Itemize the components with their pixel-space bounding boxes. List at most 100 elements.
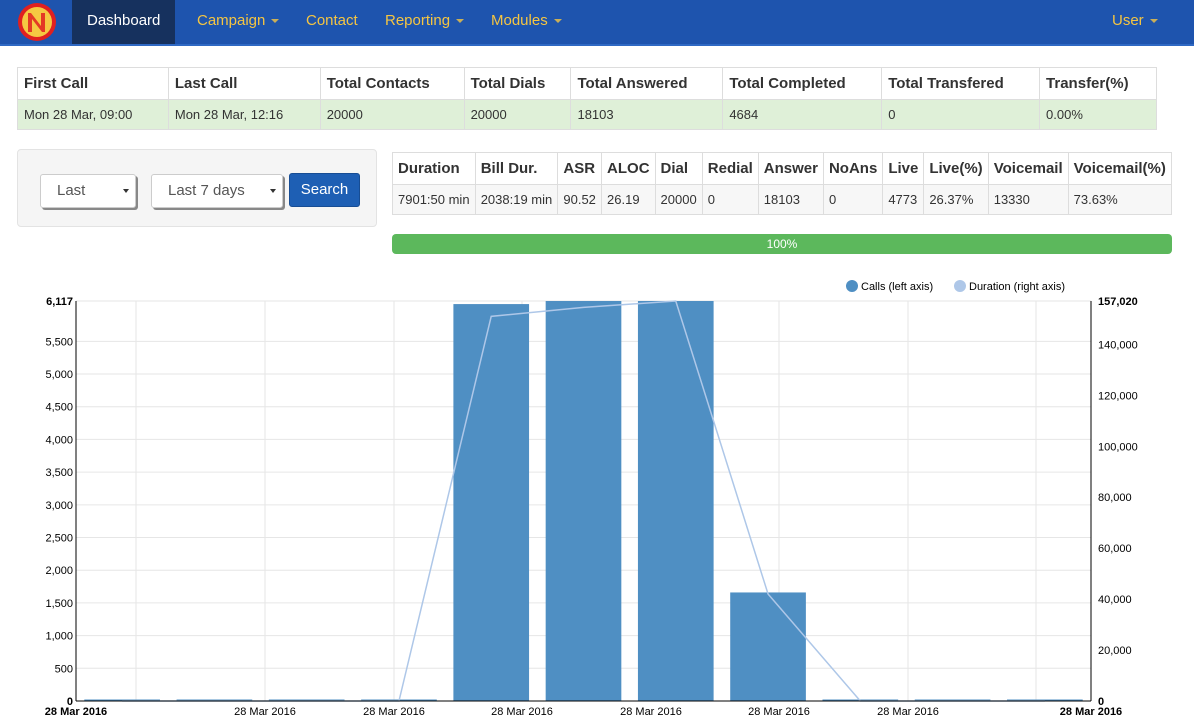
stats-header-cell: Live — [882, 152, 925, 185]
legend-label-calls: Calls (left axis) — [861, 281, 933, 293]
stats-header-cell: Bill Dur. — [474, 152, 559, 185]
tick-label-left: 1,500 — [45, 598, 73, 610]
chevron-down-icon — [271, 19, 280, 24]
summary-header-cell: Total Answered — [570, 67, 724, 100]
user-menu-label: User — [1112, 12, 1144, 29]
tick-label-right: 120,000 — [1098, 390, 1138, 402]
tick-label-x: 28 Mar 2016 — [620, 706, 682, 718]
nav-item-contact[interactable]: Contact — [291, 0, 373, 44]
chevron-down-icon — [553, 19, 562, 24]
summary-data-row: Mon 28 Mar, 09:00 Mon 28 Mar, 12:16 20000 2… — [17, 99, 1157, 130]
stats-header-cell: Voicemail(%) — [1067, 152, 1173, 185]
summary-header-row: First Call Last Call Total Contacts Total D… — [17, 67, 1157, 100]
stats-header-row: Duration Bill Dur. ASR ALOC Dial Redial Answer… — [392, 152, 1173, 185]
tick-label-right: 40,000 — [1098, 594, 1132, 606]
chart-bar — [637, 301, 714, 701]
chevron-down-icon — [1149, 19, 1158, 24]
tick-label-x: 28 Mar 2016 — [363, 706, 425, 718]
tick-label-left: 3,000 — [45, 500, 73, 512]
stats-cell: 20000 — [654, 184, 703, 215]
summary-cell: 20000 — [319, 99, 465, 130]
tick-label-right-zero: 0 — [1098, 696, 1104, 708]
nav-item-label: Dashboard — [87, 12, 161, 29]
tick-label-x: 28 Mar 2016 — [234, 706, 296, 718]
stats-cell: 7901:50 min — [392, 184, 476, 215]
tick-label-right: 20,000 — [1098, 645, 1132, 657]
tick-label-left: 5,500 — [45, 336, 73, 348]
summary-cell: 20000 — [463, 99, 572, 130]
tick-label-left: 500 — [55, 663, 73, 675]
summary-cell: 0.00% — [1039, 99, 1157, 130]
chevron-down-icon — [270, 189, 276, 193]
stats-header-cell: NoAns — [822, 152, 884, 185]
tick-label-left: 4,500 — [45, 402, 73, 414]
tick-label-x: 28 Mar 2016 — [877, 706, 939, 718]
legend-marker-calls — [846, 280, 858, 292]
nav-item-modules[interactable]: Modules — [476, 0, 577, 44]
summary-cell: 4684 — [722, 99, 883, 130]
call-stats-table: Duration Bill Dur. ASR ALOC Dial Redial Answer… — [392, 152, 1173, 215]
stats-header-cell: ALOC — [601, 152, 656, 185]
period-select[interactable]: Last — [40, 174, 136, 208]
chart-bar — [545, 301, 622, 701]
tick-label-right: 60,000 — [1098, 543, 1132, 555]
nav-item-label: Modules — [491, 12, 548, 29]
range-select-value: Last 7 days — [168, 182, 245, 199]
date-filter-panel: Last Last 7 days Search — [17, 149, 377, 227]
tick-label-left: 2,000 — [45, 565, 73, 577]
stats-header-cell: Dial — [654, 152, 703, 185]
legend-label-duration: Duration (right axis) — [969, 281, 1065, 293]
chart-bar — [453, 304, 530, 701]
stats-cell: 26.37% — [923, 184, 989, 215]
progress-bar: 100% — [392, 234, 1172, 254]
tick-label-right: 80,000 — [1098, 492, 1132, 504]
tick-label-left-max: 6,117 — [46, 296, 73, 308]
search-button[interactable]: Search — [289, 173, 360, 207]
summary-header-cell: First Call — [17, 67, 169, 100]
chart-bar — [84, 699, 160, 701]
stats-header-cell: Voicemail — [987, 152, 1069, 185]
tick-label-left: 4,000 — [45, 434, 73, 446]
tick-label-right: 140,000 — [1098, 339, 1138, 351]
summary-header-cell: Total Dials — [463, 67, 572, 100]
stats-header-cell: ASR — [557, 152, 603, 185]
stats-cell: 0 — [822, 184, 884, 215]
range-select[interactable]: Last 7 days — [151, 174, 283, 208]
summary-cell: 0 — [881, 99, 1041, 130]
summary-cell: Mon 28 Mar, 12:16 — [167, 99, 321, 130]
legend-marker-duration — [954, 280, 966, 292]
tick-label-left: 5,000 — [45, 369, 73, 381]
tick-label-x-last: 28 Mar 2016 — [1060, 706, 1122, 718]
stats-cell: 0 — [701, 184, 759, 215]
summary-header-cell: Total Transfered — [881, 67, 1041, 100]
top-navbar: Dashboard Campaign Contact Reporting Modules… — [0, 0, 1194, 46]
tick-label-left-zero: 0 — [67, 696, 73, 708]
period-select-value: Last — [57, 182, 86, 199]
tick-label-x: 28 Mar 2016 — [491, 706, 553, 718]
stats-cell: 2038:19 min — [474, 184, 559, 215]
calls-duration-chart: 500 1,000 1,500 2,000 2,500 3,000 3,500 4,000 4,… — [45, 280, 1138, 718]
nav-item-campaign[interactable]: Campaign — [182, 0, 294, 44]
tick-label-x-first: 28 Mar 2016 — [45, 706, 107, 718]
user-menu[interactable]: User — [1097, 0, 1173, 44]
chevron-down-icon — [456, 19, 465, 24]
nav-item-label: Campaign — [197, 12, 266, 29]
summary-header-cell: Transfer(%) — [1039, 67, 1157, 100]
stats-header-cell: Redial — [701, 152, 759, 185]
stats-cell: 4773 — [882, 184, 925, 215]
nav-item-label: Contact — [306, 12, 358, 29]
tick-label-left: 1,000 — [45, 631, 73, 643]
tick-label-left: 3,500 — [45, 467, 73, 479]
chevron-down-icon — [123, 189, 129, 193]
campaign-summary-table: First Call Last Call Total Contacts Total D… — [17, 67, 1157, 130]
summary-header-cell: Total Contacts — [319, 67, 465, 100]
nav-item-dashboard[interactable]: Dashboard — [72, 0, 176, 44]
nav-item-reporting[interactable]: Reporting — [370, 0, 479, 44]
summary-cell: 18103 — [570, 99, 724, 130]
stats-cell: 18103 — [757, 184, 824, 215]
stats-cell: 90.52 — [557, 184, 603, 215]
tick-label-right-max: 157,020 — [1098, 296, 1138, 308]
stats-cell: 13330 — [987, 184, 1069, 215]
summary-header-cell: Total Completed — [722, 67, 883, 100]
app-logo-icon[interactable] — [17, 2, 57, 42]
